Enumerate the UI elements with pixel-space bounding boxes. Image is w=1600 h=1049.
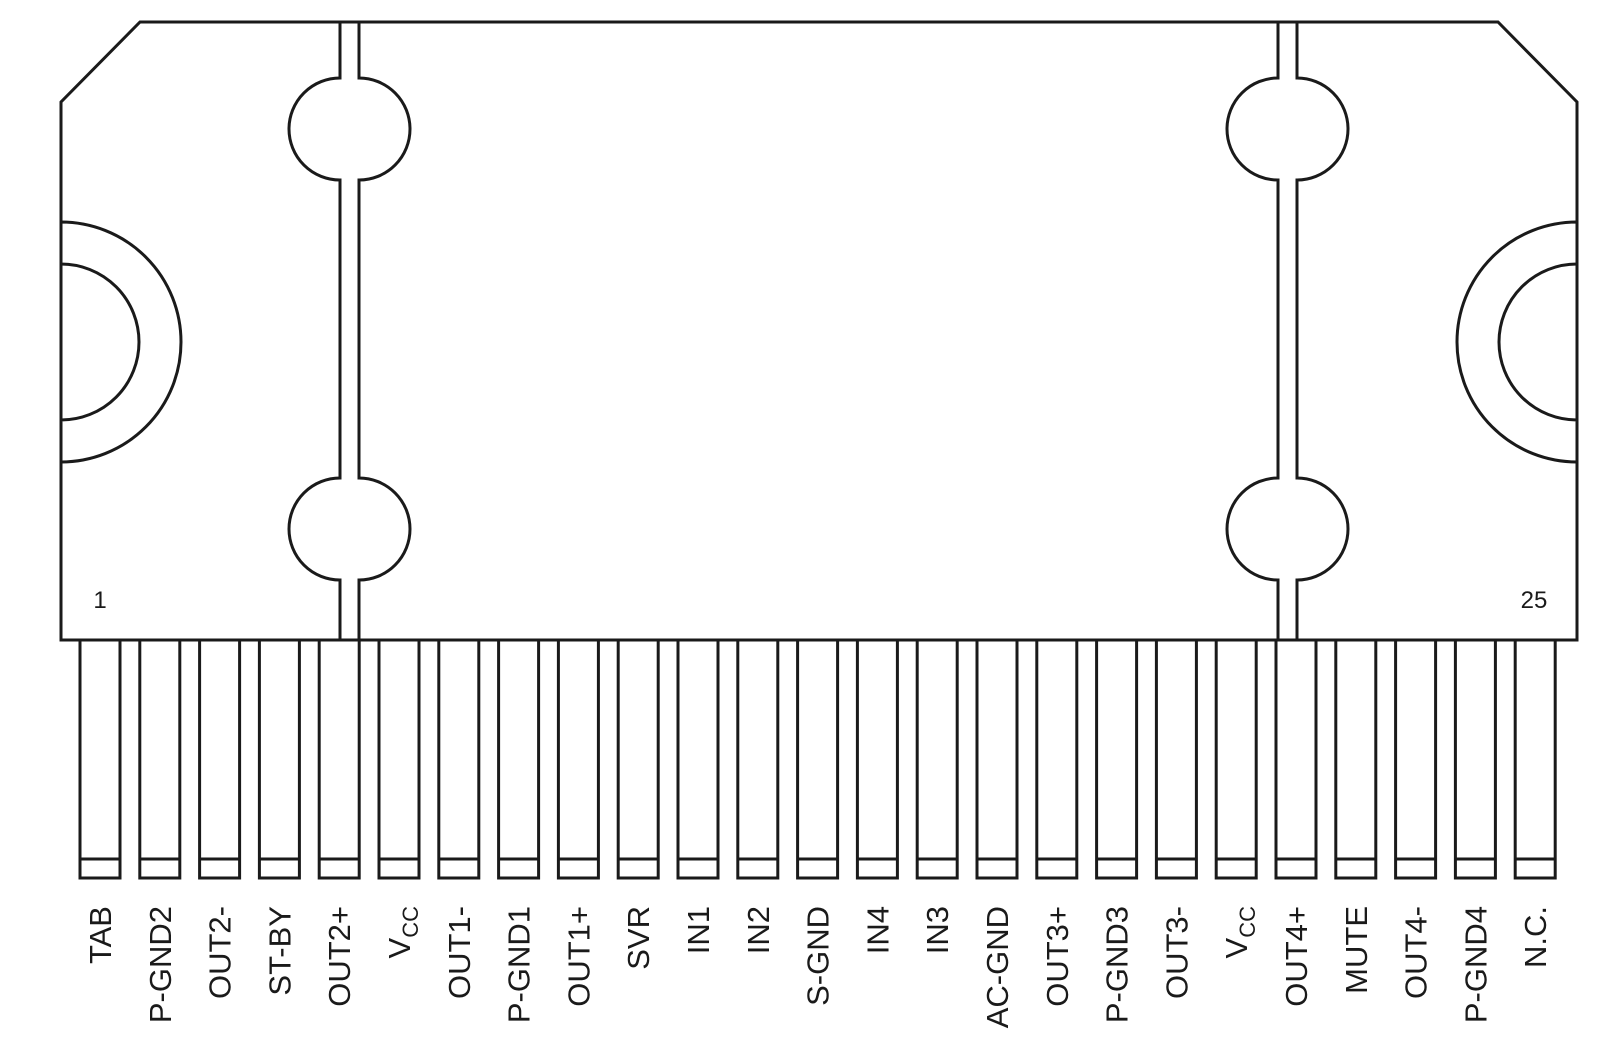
pin-22-lead bbox=[1334, 638, 1378, 880]
pin-19-label-out3: OUT3- bbox=[1159, 906, 1194, 999]
pin-11-lead bbox=[676, 638, 720, 880]
pin-13-label-s-gnd: S-GND bbox=[801, 906, 836, 1006]
pin-12-label-in2: IN2 bbox=[741, 906, 776, 954]
pin-19-label-text: OUT3- bbox=[1159, 906, 1194, 999]
pin-2-lead bbox=[138, 638, 182, 880]
pin-2-label-text: P-GND2 bbox=[143, 906, 178, 1023]
pin-8-label-p-gnd1: P-GND1 bbox=[502, 906, 537, 1023]
pin-3-lead bbox=[198, 638, 242, 880]
first-pin-number: 1 bbox=[93, 587, 106, 614]
pin-20-label-subscript: CC bbox=[1235, 906, 1260, 938]
pin-4-label-st-by: ST-BY bbox=[262, 906, 297, 996]
pin-9-lead bbox=[556, 638, 600, 880]
pin-7-label-out1: OUT1- bbox=[442, 906, 477, 999]
pin-16-label-text: AC-GND bbox=[980, 906, 1015, 1028]
pin-1-label-text: TAB bbox=[83, 906, 118, 964]
pin-6-lead bbox=[377, 638, 421, 880]
pin-10-lead bbox=[616, 638, 660, 880]
pin-24-label-text: P-GND4 bbox=[1458, 906, 1493, 1023]
pin-25-lead bbox=[1513, 638, 1557, 880]
last-pin-number: 25 bbox=[1521, 587, 1548, 614]
pin-13-label-text: S-GND bbox=[801, 906, 836, 1006]
pin-20-label-text: V bbox=[1219, 937, 1254, 958]
pin-1-label-tab: TAB bbox=[83, 906, 118, 964]
pin-6-label-vcc: VCC bbox=[382, 906, 423, 959]
pin-2-label-p-gnd2: P-GND2 bbox=[143, 906, 178, 1023]
pin-13-lead bbox=[796, 638, 840, 880]
pin-14-label-in4: IN4 bbox=[860, 906, 895, 954]
pin-10-label-svr: SVR bbox=[621, 906, 656, 970]
pin-18-lead bbox=[1095, 638, 1139, 880]
pin-20-label-vcc: VCC bbox=[1219, 906, 1260, 959]
pin-22-label-mute: MUTE bbox=[1339, 906, 1374, 994]
pin-17-label-out3: OUT3+ bbox=[1040, 906, 1075, 1007]
right-heatsink-rail bbox=[1225, 20, 1350, 642]
left-mounting-notch bbox=[59, 220, 183, 464]
pin-7-label-text: OUT1- bbox=[442, 906, 477, 999]
left-heatsink-rail bbox=[287, 20, 412, 642]
pin-7-lead bbox=[437, 638, 481, 880]
pin-18-label-p-gnd3: P-GND3 bbox=[1100, 906, 1135, 1023]
pin-24-lead bbox=[1453, 638, 1497, 880]
pin-6-label-subscript: CC bbox=[398, 906, 423, 938]
pin-22-label-text: MUTE bbox=[1339, 906, 1374, 994]
pin-1-lead bbox=[78, 638, 122, 880]
pin-23-label-text: OUT4- bbox=[1399, 906, 1434, 999]
pin-15-lead bbox=[915, 638, 959, 880]
pin-15-label-text: IN3 bbox=[920, 906, 955, 954]
pin-5-label-out2: OUT2+ bbox=[322, 906, 357, 1007]
pin-12-label-text: IN2 bbox=[741, 906, 776, 954]
right-mounting-notch bbox=[1455, 220, 1579, 464]
pin-20-lead bbox=[1214, 638, 1258, 880]
pins-group: TAB P-GND2 OUT2- ST-BY OUT2+ VCC OUT1- P-GND1 OU… bbox=[78, 638, 1557, 1028]
pin-21-label-text: OUT4+ bbox=[1279, 906, 1314, 1007]
pin-16-lead bbox=[975, 638, 1019, 880]
pin-4-label-text: ST-BY bbox=[262, 906, 297, 996]
pin-9-label-out1: OUT1+ bbox=[561, 906, 596, 1007]
pin-4-lead bbox=[257, 638, 301, 880]
pin-11-label-in1: IN1 bbox=[681, 906, 716, 954]
pin-25-label-n-c: N.C. bbox=[1518, 906, 1553, 968]
pin-8-label-text: P-GND1 bbox=[502, 906, 537, 1023]
pin-21-label-out4: OUT4+ bbox=[1279, 906, 1314, 1007]
pin-14-label-text: IN4 bbox=[860, 906, 895, 954]
pin-18-label-text: P-GND3 bbox=[1100, 906, 1135, 1023]
pin-8-lead bbox=[497, 638, 541, 880]
pin-16-label-ac-gnd: AC-GND bbox=[980, 906, 1015, 1028]
pin-17-label-text: OUT3+ bbox=[1040, 906, 1075, 1007]
pin-19-lead bbox=[1154, 638, 1198, 880]
pin-24-label-p-gnd4: P-GND4 bbox=[1458, 906, 1493, 1023]
pin-5-lead bbox=[317, 638, 361, 880]
pin-5-label-text: OUT2+ bbox=[322, 906, 357, 1007]
pin-3-label-text: OUT2- bbox=[203, 906, 238, 999]
pin-9-label-text: OUT1+ bbox=[561, 906, 596, 1007]
pin-12-lead bbox=[736, 638, 780, 880]
pin-15-label-in3: IN3 bbox=[920, 906, 955, 954]
pin-6-label-text: V bbox=[382, 937, 417, 958]
pin-23-label-out4: OUT4- bbox=[1399, 906, 1434, 999]
pin-14-lead bbox=[855, 638, 899, 880]
pin-23-lead bbox=[1394, 638, 1438, 880]
pin-11-label-text: IN1 bbox=[681, 906, 716, 954]
package-body-outline bbox=[59, 20, 1579, 642]
pin-25-label-text: N.C. bbox=[1518, 906, 1553, 968]
pin-17-lead bbox=[1035, 638, 1079, 880]
pin-3-label-out2: OUT2- bbox=[203, 906, 238, 999]
pin-21-lead bbox=[1274, 638, 1318, 880]
pin-10-label-text: SVR bbox=[621, 906, 656, 970]
